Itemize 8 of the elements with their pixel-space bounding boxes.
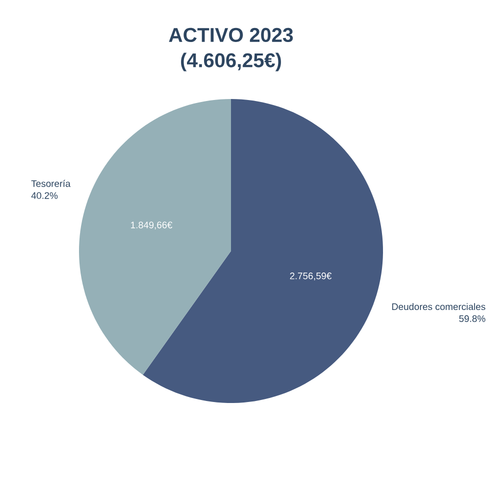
text: 40.2%: [31, 192, 58, 199]
chart-subtitle: (4.606,25€): [181, 52, 281, 72]
text: 59.8%: [459, 315, 486, 322]
data-label: 1.849,66€: [131, 222, 172, 230]
data-label: 2.756,59€: [290, 272, 332, 280]
slice-label: Deudores comerciales: [392, 303, 486, 310]
slice-label: Tesorería: [31, 180, 71, 187]
chart-title: ACTIVO 2023: [168, 28, 293, 42]
